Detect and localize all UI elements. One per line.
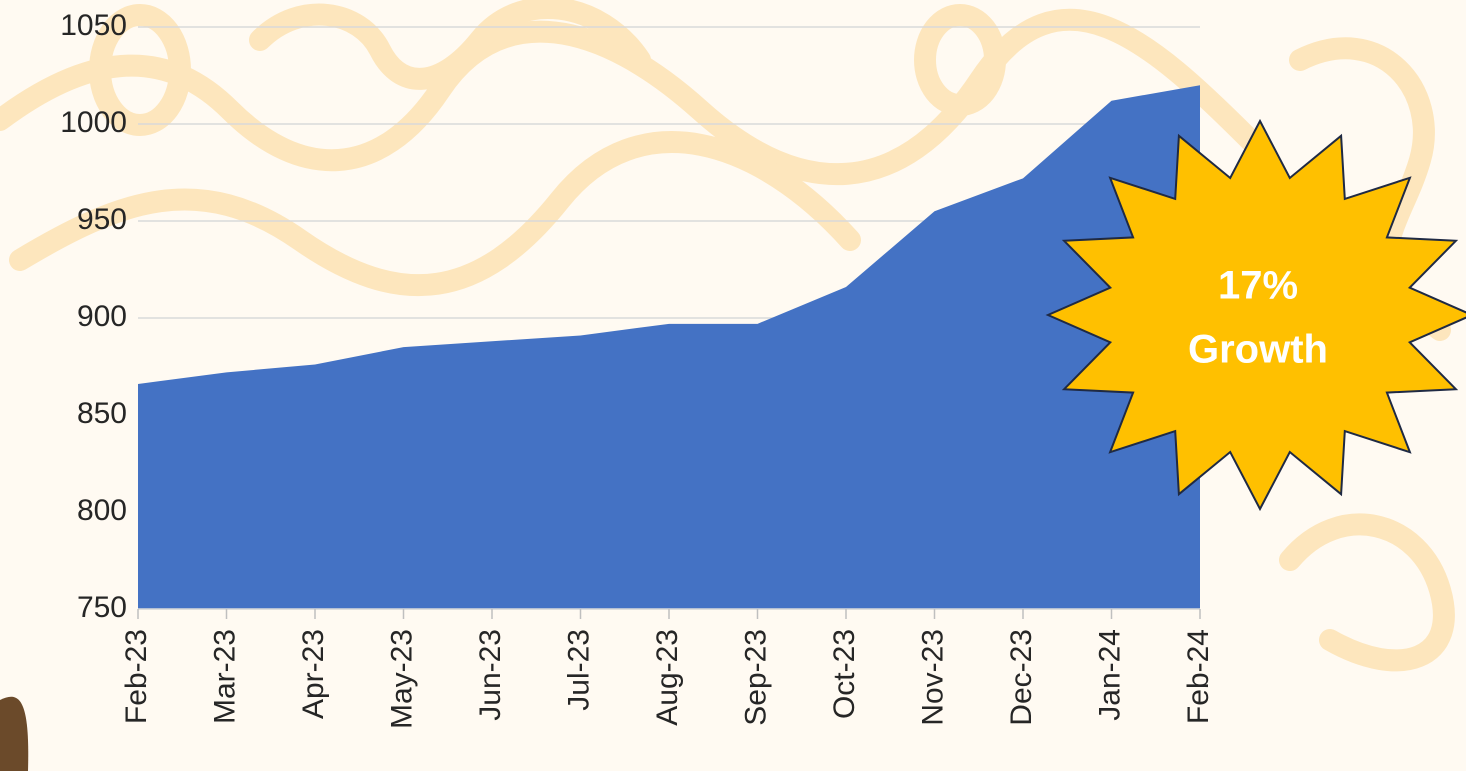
x-tick-label: May-23 <box>385 629 418 729</box>
y-tick-label: 1000 <box>60 106 127 139</box>
y-tick-label: 850 <box>77 397 127 430</box>
x-tick-label: Jul-23 <box>562 629 595 711</box>
annotation-burst: 17% Growth <box>1045 118 1466 512</box>
annotation-text: 17% <box>1218 264 1298 308</box>
y-tick-label: 1050 <box>60 9 127 42</box>
corner-decoration <box>0 696 29 771</box>
x-tick-label: Feb-23 <box>120 629 153 724</box>
x-tick-label: Oct-23 <box>828 629 861 719</box>
x-tick-label: Apr-23 <box>297 629 330 719</box>
starburst <box>1045 118 1466 512</box>
x-tick-label: Sep-23 <box>739 629 772 726</box>
y-tick-label: 750 <box>77 591 127 624</box>
x-tick-label: Aug-23 <box>651 629 684 726</box>
x-tick-label: Nov-23 <box>916 629 949 726</box>
background-decoration <box>0 0 1455 672</box>
y-tick-label: 950 <box>77 203 127 236</box>
x-tick-label: Feb-24 <box>1182 629 1215 724</box>
x-tick-label: Jan-24 <box>1093 629 1126 721</box>
plot-area: 750 800 850 900 950 1000 1050 Feb-23 Mar-23 Apr-2… <box>60 9 1215 729</box>
annotation-text: Growth <box>1188 328 1328 372</box>
y-tick-label: 900 <box>77 300 127 333</box>
y-tick-label: 800 <box>77 494 127 527</box>
x-tick-label: Dec-23 <box>1005 629 1038 726</box>
x-tick-label: Jun-23 <box>474 629 507 721</box>
area <box>138 85 1200 609</box>
x-tick-label: Mar-23 <box>208 629 241 724</box>
